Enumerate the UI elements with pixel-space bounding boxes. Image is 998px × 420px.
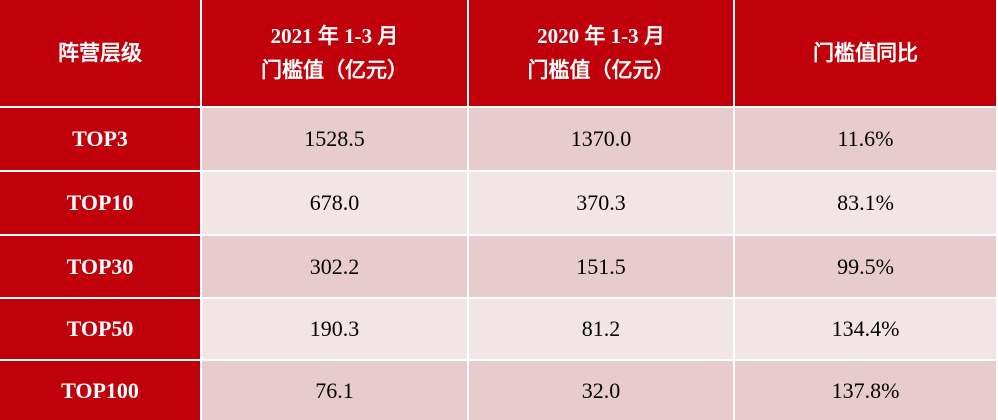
data-cell: 83.1% (735, 172, 996, 234)
header-text: 2021 年 1-3 月 (270, 24, 399, 48)
data-cell: 32.0 (469, 361, 733, 420)
data-cell: 678.0 (202, 172, 467, 234)
data-cell: 134.4% (735, 299, 996, 359)
data-cell: 151.5 (469, 236, 733, 297)
row-label: TOP30 (0, 236, 200, 297)
header-text: 门槛值同比 (813, 41, 918, 65)
data-cell: 99.5% (735, 236, 996, 297)
data-cell: 302.2 (202, 236, 467, 297)
header-text: 门槛值（亿元） (261, 58, 408, 82)
header-text: 2020 年 1-3 月 (537, 24, 665, 48)
header-cell: 2020 年 1-3 月门槛值（亿元） (469, 0, 733, 106)
data-cell: 137.8% (735, 361, 996, 420)
data-cell: 1528.5 (202, 108, 467, 170)
header-text: 门槛值（亿元） (527, 58, 675, 82)
data-cell: 370.3 (469, 172, 733, 234)
data-cell: 76.1 (202, 361, 467, 420)
row-label: TOP3 (0, 108, 200, 170)
data-cell: 1370.0 (469, 108, 733, 170)
header-cell: 2021 年 1-3 月门槛值（亿元） (202, 0, 467, 106)
header-text: 阵营层级 (58, 41, 142, 65)
header-cell: 阵营层级 (0, 0, 200, 106)
row-label: TOP10 (0, 172, 200, 234)
header-cell: 门槛值同比 (735, 0, 996, 106)
row-label: TOP100 (0, 361, 200, 420)
data-cell: 190.3 (202, 299, 467, 359)
data-cell: 81.2 (469, 299, 733, 359)
row-label: TOP50 (0, 299, 200, 359)
data-cell: 11.6% (735, 108, 996, 170)
